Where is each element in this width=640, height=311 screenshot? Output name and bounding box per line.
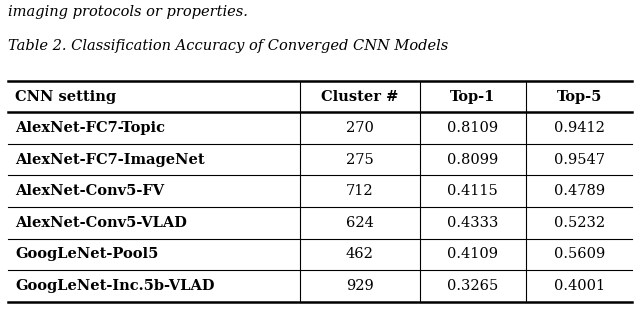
Text: 275: 275 — [346, 153, 374, 167]
Text: 0.4001: 0.4001 — [554, 279, 605, 293]
Text: GoogLeNet-Inc.5b-VLAD: GoogLeNet-Inc.5b-VLAD — [15, 279, 215, 293]
Text: GoogLeNet-Pool5: GoogLeNet-Pool5 — [15, 247, 159, 261]
Text: 0.4333: 0.4333 — [447, 216, 499, 230]
Text: 0.3265: 0.3265 — [447, 279, 499, 293]
Text: 0.9412: 0.9412 — [554, 121, 605, 135]
Text: 929: 929 — [346, 279, 374, 293]
Text: AlexNet-FC7-ImageNet: AlexNet-FC7-ImageNet — [15, 153, 205, 167]
Text: 462: 462 — [346, 247, 374, 261]
Text: 0.5232: 0.5232 — [554, 216, 605, 230]
Text: 0.4115: 0.4115 — [447, 184, 498, 198]
Text: Cluster #: Cluster # — [321, 90, 399, 104]
Text: 0.4109: 0.4109 — [447, 247, 499, 261]
Text: AlexNet-Conv5-FV: AlexNet-Conv5-FV — [15, 184, 164, 198]
Text: 0.5609: 0.5609 — [554, 247, 605, 261]
Text: AlexNet-Conv5-VLAD: AlexNet-Conv5-VLAD — [15, 216, 188, 230]
Text: Table 2. Classification Accuracy of Converged CNN Models: Table 2. Classification Accuracy of Conv… — [8, 39, 448, 53]
Text: 0.8099: 0.8099 — [447, 153, 499, 167]
Text: 712: 712 — [346, 184, 374, 198]
Text: imaging protocols or properties.: imaging protocols or properties. — [8, 5, 248, 19]
Text: Top-5: Top-5 — [556, 90, 602, 104]
Text: 270: 270 — [346, 121, 374, 135]
Text: Top-1: Top-1 — [450, 90, 495, 104]
Text: AlexNet-FC7-Topic: AlexNet-FC7-Topic — [15, 121, 165, 135]
Text: 624: 624 — [346, 216, 374, 230]
Text: 0.9547: 0.9547 — [554, 153, 605, 167]
Text: CNN setting: CNN setting — [15, 90, 116, 104]
Text: 0.4789: 0.4789 — [554, 184, 605, 198]
Text: 0.8109: 0.8109 — [447, 121, 499, 135]
